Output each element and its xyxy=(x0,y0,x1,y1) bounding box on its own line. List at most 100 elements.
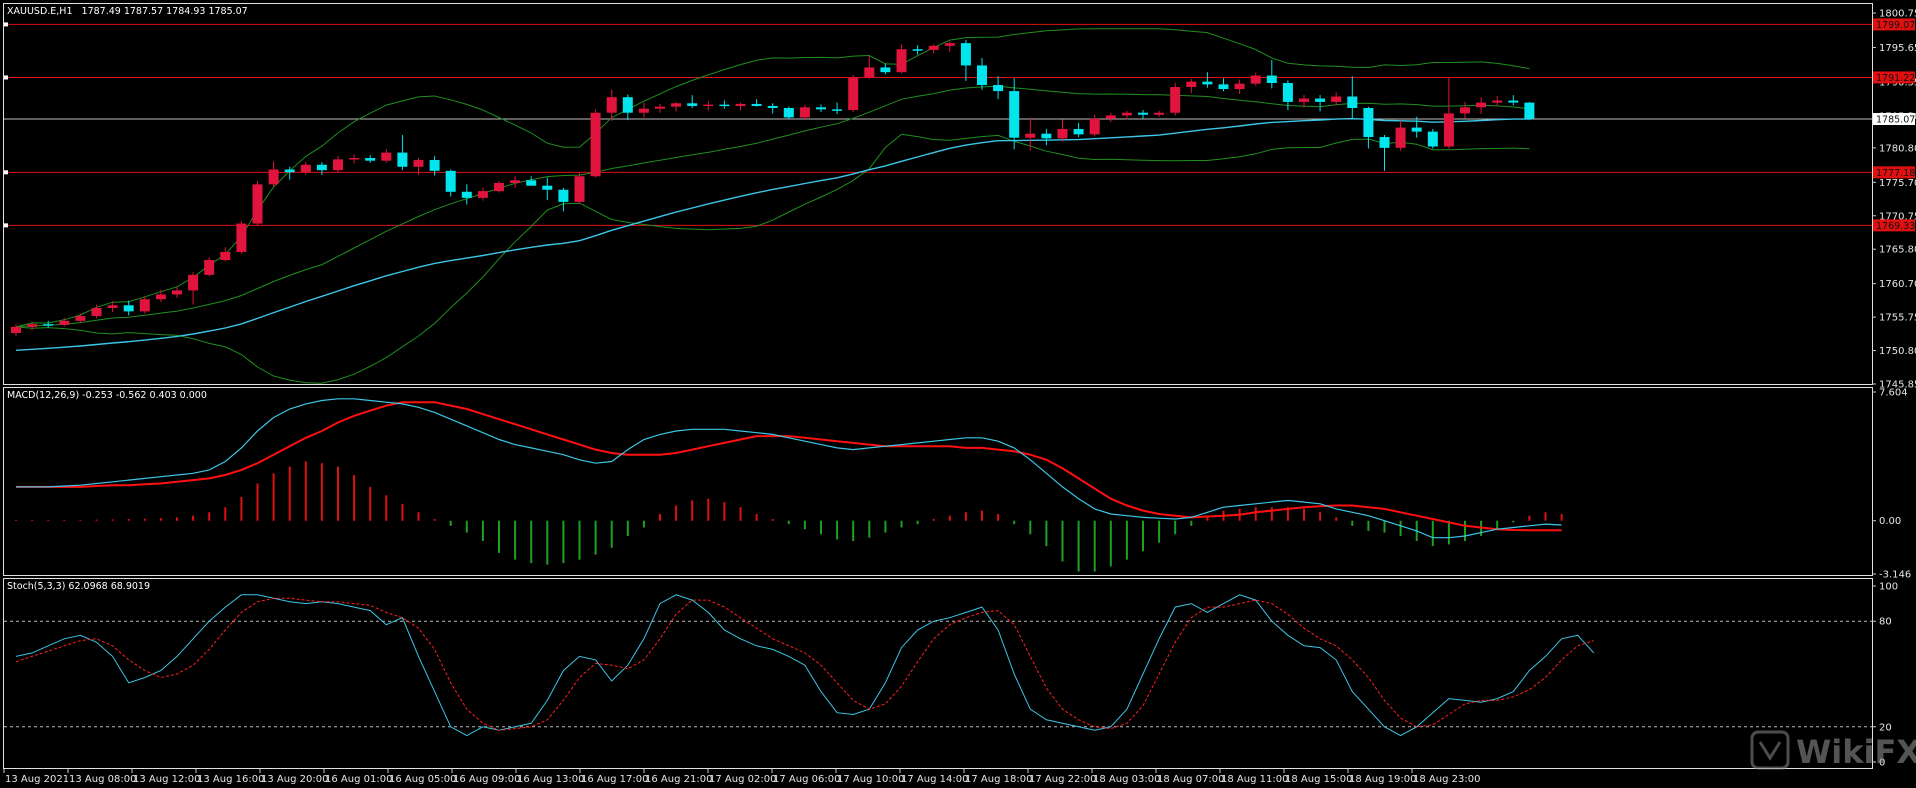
level-tag xyxy=(1873,219,1915,232)
candle-body xyxy=(1460,107,1470,114)
candles[interactable] xyxy=(11,39,1535,336)
candle-body xyxy=(445,170,456,192)
time-tick-label: 16 Aug 13:00 xyxy=(517,774,584,785)
candle-body xyxy=(107,305,118,308)
price-tick-label: 1745.85 xyxy=(1879,380,1916,391)
candle-body xyxy=(1154,112,1165,115)
time-tick-label: 17 Aug 02:00 xyxy=(709,774,776,785)
price-tick-label: 1760.70 xyxy=(1879,279,1916,290)
candle-body xyxy=(1395,127,1406,148)
level-anchor xyxy=(4,75,8,80)
candle-body xyxy=(928,45,939,50)
candle-body xyxy=(429,160,440,171)
time-tick-label: 16 Aug 05:00 xyxy=(389,774,456,785)
candle-body xyxy=(155,294,166,300)
price-tags: 1799.07 1791.22 1777.18 1769.33 1785.07 xyxy=(1873,18,1915,232)
candle-body xyxy=(944,43,955,46)
candle-body xyxy=(977,65,987,86)
candle-body xyxy=(27,324,38,327)
candle-body xyxy=(43,324,54,326)
candle-body xyxy=(574,176,585,202)
candle-body xyxy=(204,260,215,275)
macd-pane-frame xyxy=(3,387,1873,576)
candle-body xyxy=(671,103,682,107)
time-tick-label: 17 Aug 10:00 xyxy=(837,774,904,785)
time-tick-label: 16 Aug 21:00 xyxy=(645,774,712,785)
band-middle xyxy=(15,85,1530,328)
candle-body xyxy=(1121,112,1132,116)
candle-body xyxy=(912,49,923,51)
stoch-pane-frame xyxy=(3,578,1873,769)
candle-body xyxy=(622,97,633,113)
watermark: WikiFX xyxy=(1750,730,1916,771)
stoch-signal-line xyxy=(15,597,1594,731)
stoch-tick-label: 80 xyxy=(1879,617,1892,628)
candle-body xyxy=(1234,83,1245,90)
price-tick-label: 1765.80 xyxy=(1879,245,1916,256)
macd-lines xyxy=(16,398,1562,539)
candle-body xyxy=(816,107,826,110)
time-tick-label: 16 Aug 09:00 xyxy=(453,774,520,785)
time-tick-label: 18 Aug 11:00 xyxy=(1221,774,1288,785)
stoch-tick-label: 20 xyxy=(1879,722,1892,733)
watermark-logo-icon xyxy=(1750,730,1790,770)
time-tick-label: 18 Aug 07:00 xyxy=(1157,774,1224,785)
candle-body xyxy=(252,184,263,224)
stoch-header: Stoch(5,3,3) 62.0968 68.9019 xyxy=(7,581,150,592)
candle-body xyxy=(123,305,134,312)
candle-body xyxy=(477,191,488,198)
slow-ma-line xyxy=(15,117,1530,351)
level-tag-label: 1799.07 xyxy=(1876,20,1915,31)
macd-tick-label: 7.604 xyxy=(1879,388,1908,399)
candle-body xyxy=(1331,96,1342,102)
stoch-main-line xyxy=(15,594,1595,737)
candle-body xyxy=(558,189,569,202)
candle-body xyxy=(1508,100,1519,103)
current-price-label: 1785.07 xyxy=(1876,115,1915,126)
horizontal-levels[interactable] xyxy=(4,22,1872,228)
price-pane-frame xyxy=(3,3,1873,385)
candle-body xyxy=(1170,87,1181,113)
candle-body xyxy=(1202,81,1213,85)
macd-axis: 7.604 0.00 -3.146 xyxy=(1872,388,1911,581)
candle-body xyxy=(703,104,714,107)
moving-average xyxy=(15,117,1530,351)
macd-main-line xyxy=(16,398,1562,539)
candle-body xyxy=(1073,128,1084,135)
candle-body xyxy=(767,105,778,108)
time-tick-label: 13 Aug 2021 xyxy=(5,774,69,785)
price-tick-label: 1795.65 xyxy=(1879,43,1916,54)
time-tick-label: 18 Aug 19:00 xyxy=(1349,774,1416,785)
candle-body xyxy=(864,67,875,78)
candle-body xyxy=(1266,75,1277,83)
candle-body xyxy=(300,164,311,173)
candle-body xyxy=(606,97,617,113)
time-tick-label: 16 Aug 17:00 xyxy=(581,774,648,785)
candle-body xyxy=(1138,112,1148,115)
candle-body xyxy=(494,182,504,192)
candle-body xyxy=(1105,115,1116,119)
level-tag-label: 1777.18 xyxy=(1876,168,1915,179)
candle-body xyxy=(333,159,343,171)
candle-body xyxy=(11,326,21,333)
current-price-tag xyxy=(1873,113,1915,126)
candle-body xyxy=(1363,107,1374,138)
level-tag-label: 1769.33 xyxy=(1876,221,1915,232)
stoch-axis: 100 80 20 0 xyxy=(1872,582,1898,769)
candle-body xyxy=(1089,118,1100,135)
candle-body xyxy=(1427,131,1438,147)
candle-body xyxy=(751,103,762,106)
candle-body xyxy=(59,320,70,325)
candle-body xyxy=(638,108,649,113)
candle-body xyxy=(1057,128,1068,139)
candle-body xyxy=(542,185,553,190)
candle-body xyxy=(1299,98,1309,102)
candle-body xyxy=(655,106,665,109)
candle-body xyxy=(75,316,86,321)
band-lower xyxy=(15,133,1530,384)
candle-body xyxy=(1041,133,1052,139)
candle-body xyxy=(172,290,182,295)
candle-body xyxy=(236,223,247,252)
candle-body xyxy=(1379,137,1390,148)
